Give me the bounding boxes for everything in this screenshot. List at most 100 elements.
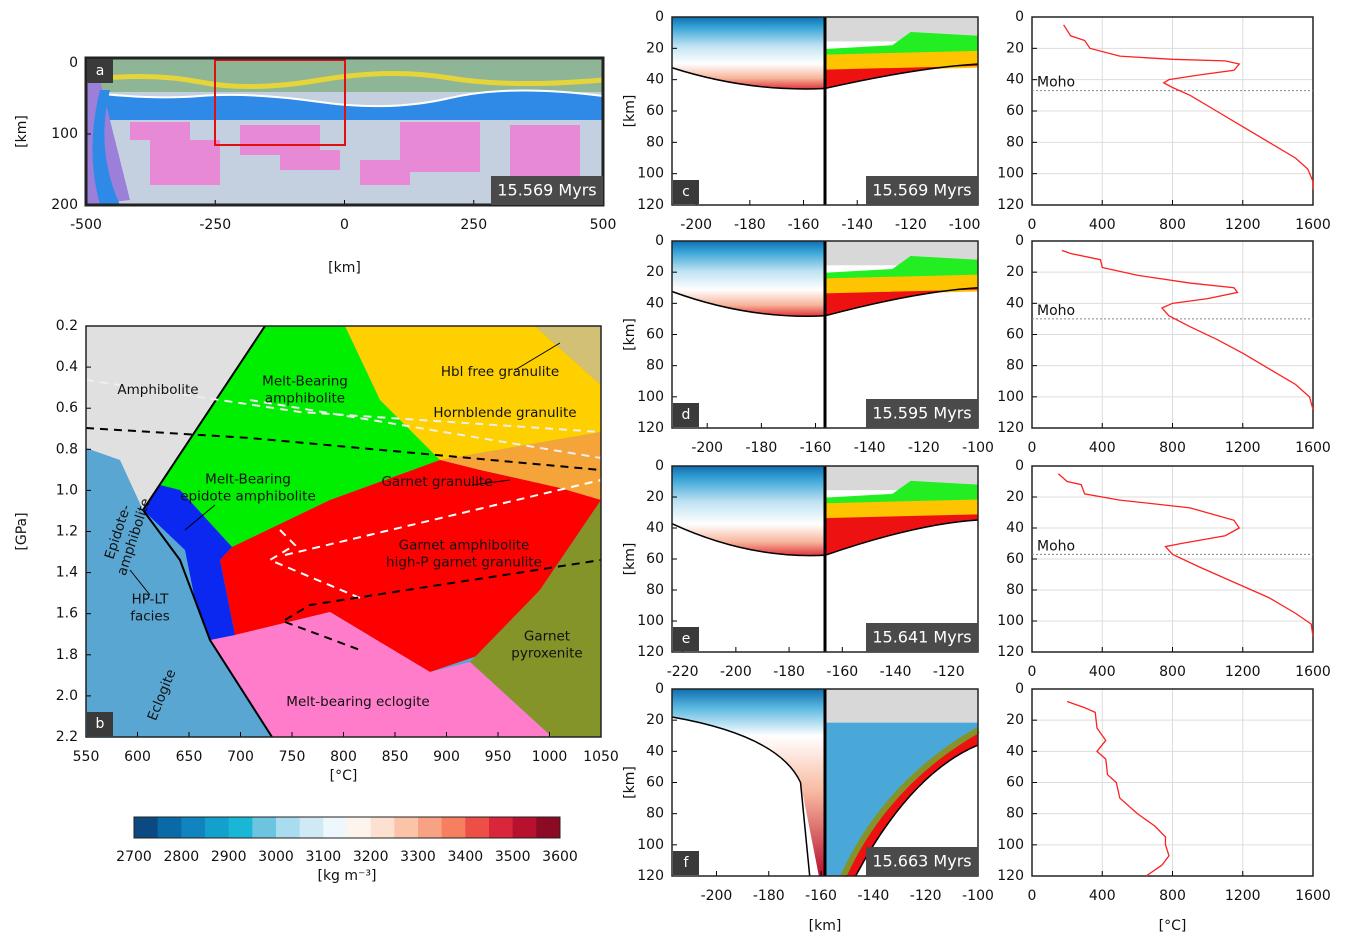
phase-blue: [825, 722, 978, 876]
phase-fields: [85, 325, 602, 738]
time-label-box: [866, 623, 978, 652]
x-tick-label: 0: [1028, 888, 1037, 904]
sections-images: [671, 17, 980, 878]
colorbar-tick-label: 3000: [258, 849, 294, 865]
plot-frame: [85, 325, 602, 738]
colorbar-tick-label: 2900: [211, 849, 247, 865]
x-tick-label: -200: [691, 440, 723, 456]
y-tick-label: 40: [646, 72, 664, 88]
y-tick-label: 100: [51, 126, 78, 142]
y-tick-label: 0: [1015, 233, 1024, 249]
plot-frame: [1031, 465, 1314, 653]
y-tick-label: 100: [997, 613, 1024, 629]
x-tick-label: -220: [667, 664, 699, 680]
time-label-box: [866, 847, 978, 876]
y-tick-label: 80: [1006, 582, 1024, 598]
x-tick-label: -200: [720, 664, 752, 680]
y-tick-label: 40: [1006, 295, 1024, 311]
plot-frame: [84, 56, 605, 207]
x-tick-label: 800: [330, 749, 357, 765]
x-tick-label: 1600: [1295, 217, 1331, 233]
colorbar-swatch: [228, 817, 253, 838]
density-field: [672, 241, 825, 317]
x-tick-label: -180: [745, 440, 777, 456]
y-tick-label: 60: [646, 327, 664, 343]
plot-frame: [1031, 688, 1314, 877]
x-tick-label: -100: [962, 888, 994, 904]
phase-red: [825, 287, 978, 316]
y-tick-label: 120: [637, 197, 664, 213]
colorbar-swatch: [512, 817, 537, 838]
x-tick-label: 700: [227, 749, 254, 765]
y-tick-label: 80: [1006, 806, 1024, 822]
field-label: Amphibolite: [117, 382, 198, 398]
y-tick-label: 0: [655, 458, 664, 474]
x-axis-label: [km]: [328, 260, 361, 276]
y-tick-label: 40: [646, 743, 664, 759]
y-tick-label: 2.2: [56, 729, 78, 745]
x-tick-label: -160: [805, 888, 837, 904]
x-tick-label: 1050: [583, 749, 619, 765]
x-tick-label: 950: [485, 749, 512, 765]
phase-green: [825, 480, 978, 507]
plot-frame: [1031, 16, 1314, 206]
x-tick-label: 1600: [1295, 440, 1331, 456]
panel-label: d: [682, 407, 691, 423]
temperature-profile: [1066, 700, 1170, 877]
temperature-profile: [1061, 249, 1314, 410]
x-tick-label: -250: [199, 217, 231, 233]
x-tick-label: 400: [1089, 217, 1116, 233]
y-tick-label: 20: [646, 712, 664, 728]
field-label: pyroxenite: [511, 646, 582, 662]
phase-orange: [825, 499, 978, 520]
x-tick-label: 1200: [1225, 888, 1261, 904]
plot-frame: [671, 465, 979, 653]
y-tick-label: 0: [1015, 9, 1024, 25]
slab-curve: [671, 716, 811, 877]
colorbar-swatch: [299, 817, 324, 838]
colorbar-swatch: [134, 817, 159, 838]
field-label: amphibolite: [265, 391, 345, 407]
time-label: 15.569 Myrs: [872, 181, 971, 200]
x-axis-label: [°C]: [330, 768, 358, 784]
y-axis-label: [km]: [622, 766, 638, 799]
moho-curve: [824, 287, 979, 317]
y-tick-label: 0: [655, 681, 664, 697]
moho-curve: [671, 290, 826, 317]
y-tick-label: 20: [646, 264, 664, 280]
y-tick-label: 20: [1006, 489, 1024, 505]
y-tick-label: 40: [1006, 743, 1024, 759]
plot-frame: [671, 688, 979, 877]
crust-gray: [825, 689, 978, 723]
panel-label-box: [673, 180, 699, 204]
y-tick-label: 120: [997, 868, 1024, 884]
x-tick-label: -140: [880, 664, 912, 680]
y-tick-label: 1.0: [56, 482, 78, 498]
y-tick-label: 120: [637, 420, 664, 436]
x-tick-label: -160: [800, 440, 832, 456]
colorbar-tick-label: 3500: [495, 849, 531, 865]
colorbar-tick-label: 3600: [542, 849, 578, 865]
y-tick-label: 20: [1006, 712, 1024, 728]
y-tick-label: 60: [1006, 103, 1024, 119]
x-tick-label: 0: [1028, 664, 1037, 680]
panel-label: c: [682, 184, 690, 200]
time-label-box: [866, 399, 978, 428]
phase-green: [825, 32, 978, 59]
y-tick-label: 0.8: [56, 441, 78, 457]
field-label: Hornblende granulite: [433, 405, 576, 421]
panel-label-box: [673, 627, 699, 651]
time-label: 15.641 Myrs: [872, 628, 971, 647]
x-tick-label: -140: [857, 888, 889, 904]
colorbar-swatch: [394, 817, 419, 838]
y-tick-label: 100: [997, 389, 1024, 405]
x-tick-label: 1200: [1225, 217, 1261, 233]
moho-curve: [671, 67, 826, 90]
x-tick-label: 400: [1089, 440, 1116, 456]
colorbar-tick-label: 3300: [400, 849, 436, 865]
colorbar-tick-label: 3200: [353, 849, 389, 865]
x-tick-label: -180: [734, 217, 766, 233]
field-label: facies: [130, 609, 170, 625]
y-tick-label: 60: [1006, 551, 1024, 567]
